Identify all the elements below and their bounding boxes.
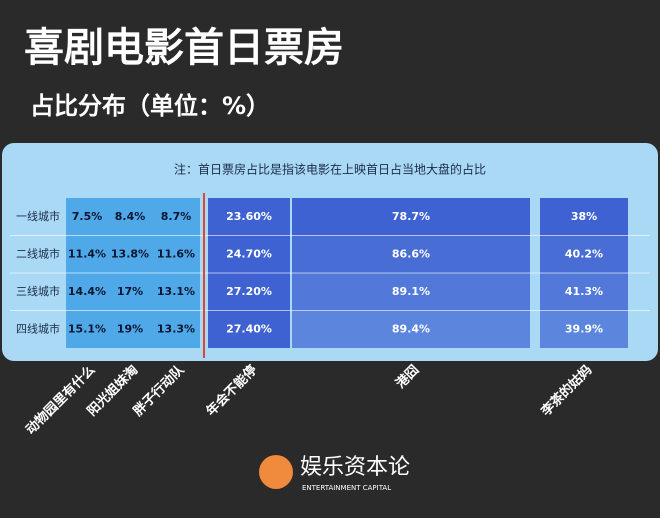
cell <box>108 310 152 348</box>
value-label: 38% <box>571 210 597 223</box>
cell <box>152 198 200 236</box>
value-label: 13.1% <box>157 285 195 298</box>
cell <box>108 273 152 311</box>
value-label: 23.60% <box>226 210 272 223</box>
cell-shade <box>540 273 628 311</box>
logo-icon <box>259 455 293 489</box>
value-label: 78.7% <box>392 210 430 223</box>
value-label: 19% <box>117 322 143 335</box>
value-label: 41.3% <box>565 285 603 298</box>
cell <box>540 198 628 236</box>
value-label: 40.2% <box>565 247 603 260</box>
cell-shade <box>292 310 530 348</box>
value-label: 13.8% <box>111 247 149 260</box>
cell <box>208 235 290 273</box>
cell <box>292 273 530 311</box>
cell-shade <box>292 273 530 311</box>
brand-name: 娱乐资本论 <box>300 455 410 480</box>
cell <box>292 198 530 236</box>
value-label: 15.1% <box>68 322 106 335</box>
subtitle: 占比分布（单位：%） <box>30 92 270 120</box>
value-label: 7.5% <box>72 210 103 223</box>
cell-shade <box>292 235 530 273</box>
row-label: 一线城市 <box>16 209 60 223</box>
cell <box>66 310 108 348</box>
cell <box>152 273 200 311</box>
value-label: 8.4% <box>115 210 146 223</box>
cell <box>540 235 628 273</box>
cell <box>540 310 628 348</box>
cell <box>66 273 108 311</box>
cell <box>208 273 290 311</box>
cell <box>208 310 290 348</box>
cell <box>66 198 108 236</box>
value-label: 27.20% <box>226 285 272 298</box>
row-label: 四线城市 <box>16 321 60 335</box>
value-label: 89.1% <box>392 285 430 298</box>
value-label: 11.6% <box>157 247 195 260</box>
value-label: 8.7% <box>161 210 192 223</box>
note: 注：首日票房占比是指该电影在上映首日占当地大盘的占比 <box>174 162 486 177</box>
cell <box>208 198 290 236</box>
title: 喜剧电影首日票房 <box>24 25 344 71</box>
value-label: 86.6% <box>392 247 430 260</box>
cell <box>540 273 628 311</box>
cell <box>152 235 200 273</box>
cell <box>152 310 200 348</box>
value-label: 24.70% <box>226 247 272 260</box>
row-label: 三线城市 <box>16 284 60 298</box>
value-label: 89.4% <box>392 322 430 335</box>
value-label: 17% <box>117 285 143 298</box>
cell <box>108 235 152 273</box>
cell <box>66 235 108 273</box>
cell <box>292 310 530 348</box>
value-label: 14.4% <box>68 285 106 298</box>
cell-shade <box>540 310 628 348</box>
cell-shade <box>540 235 628 273</box>
row-label: 二线城市 <box>16 246 60 260</box>
value-label: 13.3% <box>157 322 195 335</box>
cell <box>292 235 530 273</box>
value-label: 39.9% <box>565 322 603 335</box>
value-label: 27.40% <box>226 322 272 335</box>
brand-tagline: ENTERTAINMENT CAPITAL <box>302 484 391 492</box>
cell <box>108 198 152 236</box>
value-label: 11.4% <box>68 247 106 260</box>
